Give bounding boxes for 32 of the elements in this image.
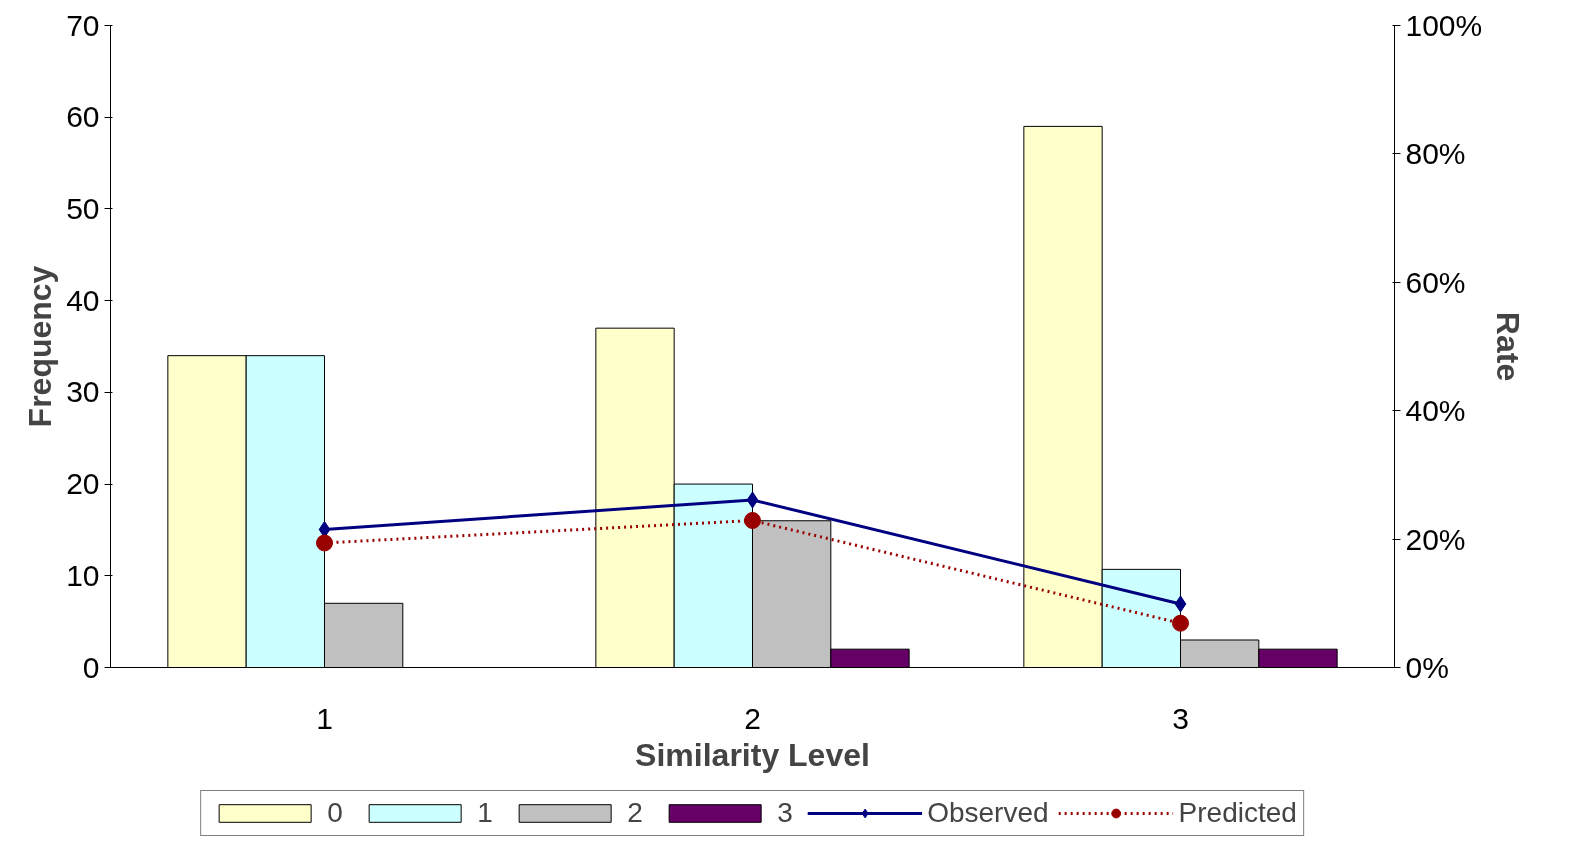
legend-label: Observed — [927, 796, 1049, 829]
point — [1172, 614, 1189, 632]
x-tick-label: 2 — [744, 701, 761, 735]
legend-label: 0 — [327, 796, 344, 829]
y-tick-label: 10 — [66, 558, 100, 592]
legend-label: 3 — [777, 796, 794, 829]
y2-tick-label: 20% — [1405, 522, 1466, 556]
y-tick-label: 60 — [66, 100, 100, 134]
x-tick-label: 1 — [316, 701, 333, 735]
point — [318, 520, 331, 538]
legend-label: 2 — [627, 796, 644, 829]
point — [316, 534, 333, 552]
y-tick-label: 70 — [66, 8, 100, 42]
legend-label: 1 — [477, 796, 494, 829]
y2-tick-label: 80% — [1405, 137, 1466, 171]
y-tick-label: 50 — [66, 191, 100, 225]
x-axis-title: Similarity Level — [635, 736, 870, 773]
legend-label: Predicted — [1178, 796, 1297, 829]
y2-tick-label: 0% — [1405, 651, 1449, 684]
y2-tick-label: 40% — [1405, 394, 1466, 428]
y-tick-label: 20 — [66, 467, 100, 501]
x-tick-label: 3 — [1172, 701, 1189, 735]
y-tick-label: 30 — [66, 375, 100, 409]
y-axis-title: Frequency — [22, 265, 59, 428]
point — [1174, 595, 1187, 613]
point — [746, 491, 759, 509]
point — [744, 512, 761, 529]
y2-tick-label: 100% — [1405, 9, 1483, 42]
y-tick-label: 0 — [82, 650, 100, 684]
y2-tick-label: 60% — [1405, 265, 1466, 299]
y2-axis-title: Rate — [1490, 311, 1527, 382]
y-tick-label: 40 — [66, 283, 100, 317]
